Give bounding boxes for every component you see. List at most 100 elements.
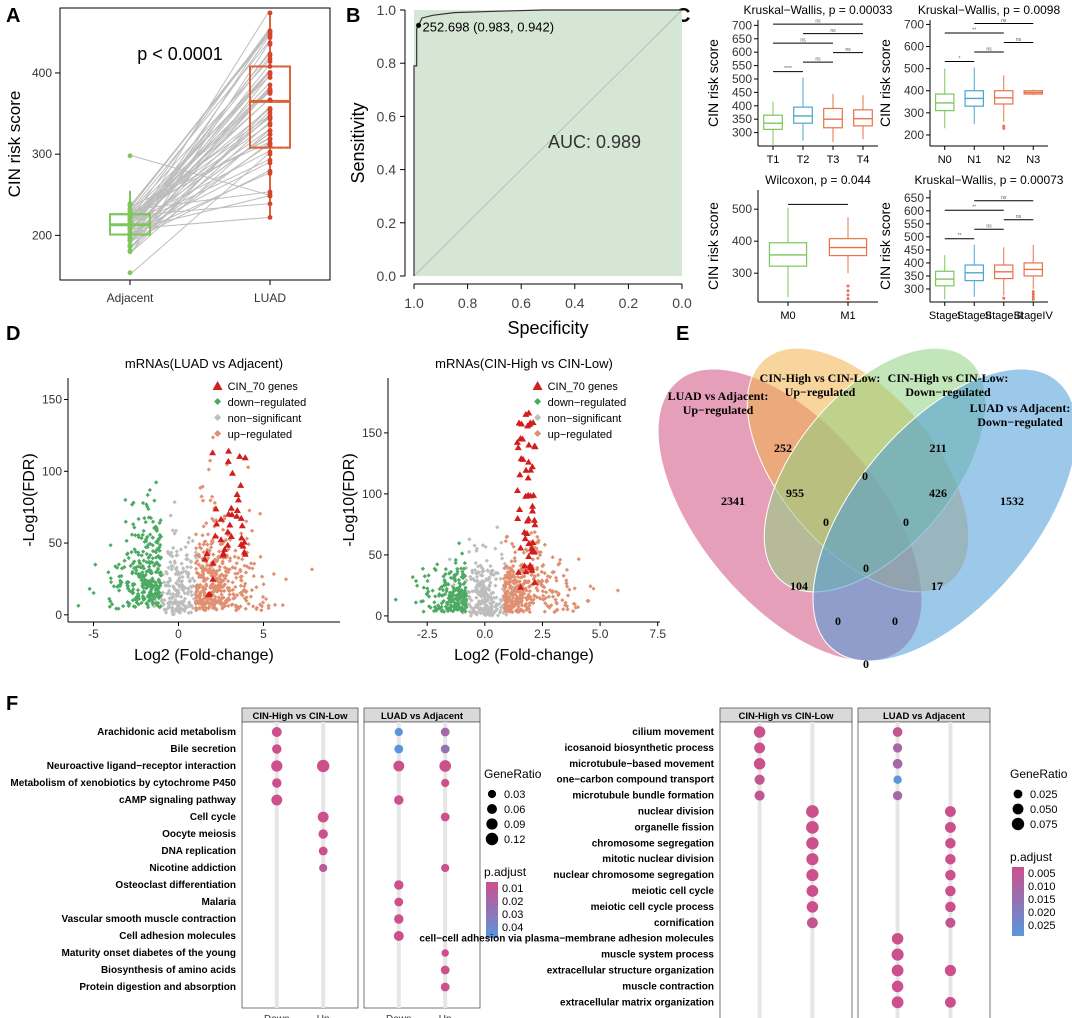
cin70-triangle [525,553,533,560]
volcano-point [117,588,122,593]
volcano-point [190,583,196,589]
volcano-point [136,533,141,538]
volcano-point [539,578,545,583]
y-tick-label: 0.8 [377,55,397,71]
volcano-point [478,572,484,578]
dot [394,744,404,754]
paired-line [131,130,269,228]
volcano-point [244,595,249,600]
volcano-point [558,557,563,562]
volcano-point [174,592,179,597]
volcano-point [190,538,195,544]
volcano-point [216,595,221,600]
outlier [846,293,850,297]
volcano-point [493,604,498,609]
volcano-point [153,598,158,603]
volcano-point [527,603,532,608]
term-label: meiotic cell cycle [632,886,715,897]
legend-label: 0.04 [502,922,523,934]
volcano-point [153,569,159,575]
volcano-point [140,584,145,590]
volcano-point [551,569,557,575]
volcano-point [443,580,448,585]
volcano-point [448,569,454,574]
volcano-point [504,612,509,617]
legend-label: 0.015 [1028,894,1056,906]
volcano-point [488,563,493,569]
volcano-point [485,577,491,582]
dot [806,853,819,866]
volcano-point [550,589,555,594]
volcano-point [464,578,469,583]
volcano-point [484,608,490,613]
volcano-point [561,573,566,578]
cin70-triangle [513,438,521,445]
data-point [267,201,273,207]
significance-label: ns [1001,18,1007,24]
volcano-point [500,586,505,592]
x-tick-label: M0 [780,310,795,322]
cin70-triangle [528,502,536,509]
venn-count: 17 [931,579,943,593]
volcano-point [221,595,226,600]
volcano-point [223,576,228,581]
volcano-point [450,592,456,597]
cin70-triangle [527,466,535,473]
volcano-point [541,593,546,599]
x-tick-label: N2 [997,154,1011,166]
volcano-point [522,574,527,579]
volcano-point [514,589,519,594]
y-tick-label: 0.0 [377,268,397,284]
volcano-point [185,586,190,591]
dot [891,964,904,977]
panel-c1: Kruskal−Wallis, p = 0.000333003504004505… [705,3,893,166]
cin70-triangle [238,522,246,529]
facet-panel [241,721,359,1009]
volcano-point [210,589,215,595]
paired-line [131,31,269,241]
volcano-point [246,465,251,470]
volcano-point [252,561,257,566]
volcano-point [148,532,153,537]
volcano-point [173,571,178,577]
volcano-point [197,605,202,610]
volcano-point [199,494,204,499]
volcano-point [178,599,183,604]
volcano-point [474,574,480,579]
volcano-point [247,508,252,513]
legend-size-marker [485,832,499,846]
volcano-point [201,524,206,529]
volcano-point [205,542,210,547]
data-point [267,128,273,133]
volcano-point [478,600,483,606]
volcano-point [155,594,160,599]
volcano-point [212,500,217,506]
volcano-point [473,585,479,590]
volcano-point [508,606,514,611]
cin70-triangle [525,539,533,546]
legend-label: 0.03 [504,789,525,801]
legend-size-marker [1013,789,1023,799]
paired-line [131,93,269,218]
legend-size-marker [1012,803,1024,815]
dot [440,812,450,822]
paired-line [131,155,269,196]
volcano-point [261,582,266,587]
volcano-point [503,539,508,544]
volcano-point [247,565,252,571]
facet-label: CIN-High vs CIN-Low [253,711,349,722]
volcano-point [222,516,227,521]
volcano-point [497,601,502,606]
paired-line [131,162,269,233]
y-axis-label: CIN risk score [877,202,893,290]
volcano-point [158,583,163,588]
volcano-point [156,586,161,591]
volcano-point [170,594,175,599]
volcano-point [144,560,149,565]
significance-label: **** [784,66,792,72]
dot [754,742,766,754]
dot [317,759,330,773]
volcano-point [272,602,278,607]
volcano-point [192,579,197,584]
subplot-title: Wilcoxon, p = 0.044 [765,173,871,187]
